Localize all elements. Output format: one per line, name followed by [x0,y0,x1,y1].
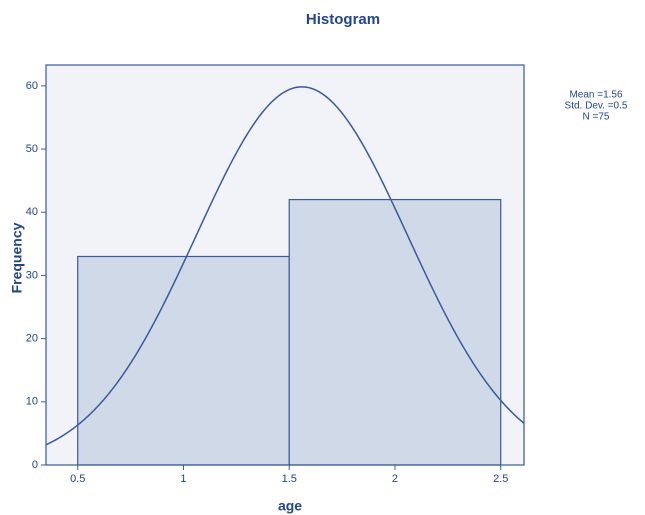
y-tick-label: 20 [26,333,38,345]
y-tick-label: 50 [26,143,38,155]
x-tick-label: 2.5 [493,473,508,485]
x-tick-label: 0.5 [70,473,85,485]
x-tick-label: 2 [392,473,398,485]
y-tick-label: 10 [26,396,38,408]
y-tick-label: 0 [32,459,38,471]
x-tick-label: 1.5 [282,473,297,485]
bar [77,255,290,466]
stat-label: Std. Dev. =0.5 [565,101,628,112]
y-axis-label: Frequency [9,222,25,293]
bar [288,198,502,466]
chart-title: Histogram [306,11,380,28]
stat-label: Mean =1.56 [569,90,623,101]
plot-border [45,64,525,466]
normal-curve [46,86,524,446]
y-tick-label: 30 [26,269,38,281]
stat-label: N =75 [583,112,610,123]
y-tick-label: 60 [26,80,38,92]
x-tick-label: 1 [180,473,186,485]
x-axis-label: age [278,498,302,514]
y-tick-label: 40 [26,206,38,218]
